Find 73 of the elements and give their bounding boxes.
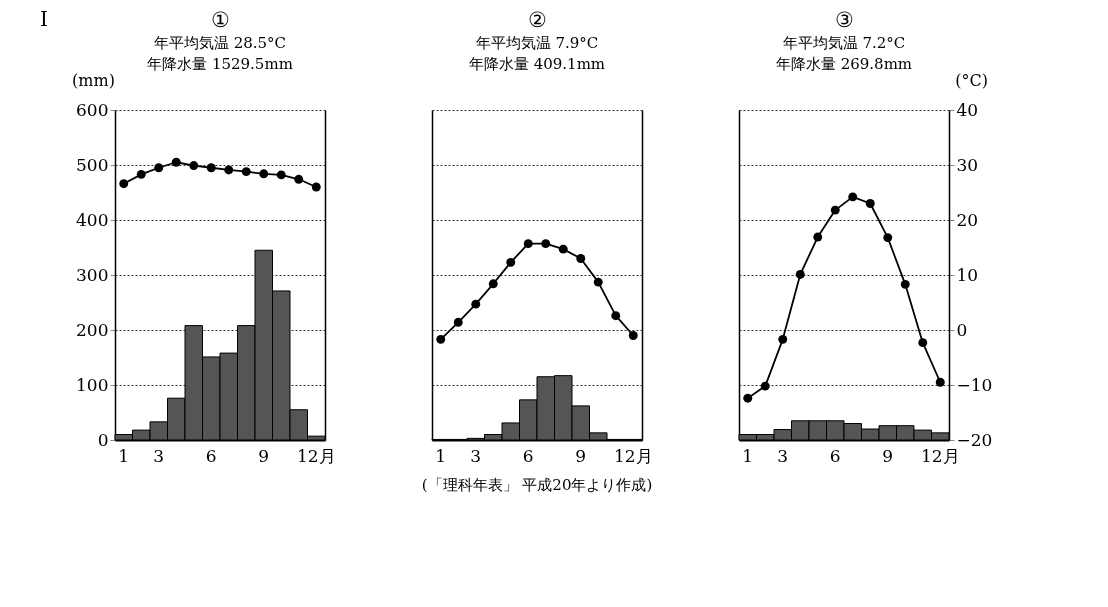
point — [813, 232, 823, 242]
x-tick-label: 1 — [435, 445, 447, 466]
point — [206, 163, 216, 173]
point — [795, 269, 805, 279]
chart-title: ② — [527, 8, 547, 32]
point — [848, 192, 858, 202]
x-tick-label: 6 — [522, 445, 534, 466]
x-tick-label: 9 — [882, 445, 894, 466]
point — [918, 338, 928, 348]
point — [311, 182, 321, 192]
chart-title: ① — [210, 8, 230, 32]
chart-subtitle: 年平均気温 7.9°C 年降水量 409.1mm — [468, 34, 606, 73]
point — [189, 161, 199, 171]
x-tick-label: 9 — [575, 445, 587, 466]
point — [241, 167, 251, 177]
text: (「理科年表」 平成20年より作成) — [421, 476, 653, 494]
point — [506, 257, 516, 267]
point — [136, 169, 146, 179]
point — [576, 254, 586, 263]
point — [471, 299, 481, 309]
x-tick-label: 6 — [205, 445, 217, 466]
x-tick-label: 3 — [470, 445, 482, 466]
point — [628, 331, 638, 340]
y2-tick-label: 10 — [956, 264, 979, 285]
y2-tick-label: 0 — [956, 319, 968, 340]
x-tick-label: 3 — [153, 445, 165, 466]
point — [611, 311, 621, 321]
y-tick-label: 200 — [76, 319, 109, 340]
point — [743, 393, 753, 403]
y2-tick-label: −10 — [956, 374, 993, 395]
point — [224, 165, 234, 175]
point — [830, 205, 840, 215]
point — [171, 157, 181, 167]
point — [523, 239, 533, 249]
chart-subtitle: 年平均気温 28.5°C 年降水量 1529.5mm — [147, 34, 293, 73]
point — [883, 233, 893, 243]
point — [900, 279, 910, 289]
y-axis-title: (mm) — [72, 70, 115, 90]
point — [119, 179, 129, 189]
chart-subtitle: 年平均気温 7.2°C 年降水量 269.8mm — [775, 34, 913, 73]
x-tick-label: 1 — [118, 445, 130, 466]
x-tick-label: 6 — [829, 445, 841, 466]
chart-title: ③ — [834, 8, 854, 32]
y-tick-label: 600 — [76, 99, 109, 120]
point — [541, 239, 551, 249]
point — [154, 163, 164, 173]
y-tick-label: 300 — [76, 264, 109, 285]
point — [593, 277, 603, 287]
point — [760, 381, 770, 391]
y-tick-label: 0 — [97, 429, 109, 450]
x-tick-label: 9 — [258, 445, 270, 466]
y2-tick-label: 30 — [956, 154, 979, 175]
text: I — [40, 7, 48, 31]
point — [436, 334, 446, 344]
point — [488, 279, 498, 289]
point — [294, 174, 304, 184]
y2-tick-label: 40 — [956, 99, 979, 120]
y2-tick-label: 20 — [956, 209, 979, 230]
y-tick-label: 100 — [76, 374, 109, 395]
x-tick-label: 3 — [777, 445, 789, 466]
x-tick-label: 12月 — [613, 445, 653, 466]
point — [259, 169, 269, 179]
y2-axis-title: (°C) — [955, 70, 988, 90]
point — [558, 244, 568, 254]
x-tick-label: 12月 — [296, 445, 336, 466]
point — [453, 317, 463, 327]
x-tick-label: 1 — [742, 445, 754, 466]
point — [935, 377, 945, 387]
point — [276, 170, 286, 180]
y-tick-label: 500 — [76, 154, 109, 175]
point — [865, 199, 875, 208]
y-tick-label: 400 — [76, 209, 109, 230]
point — [778, 334, 788, 344]
